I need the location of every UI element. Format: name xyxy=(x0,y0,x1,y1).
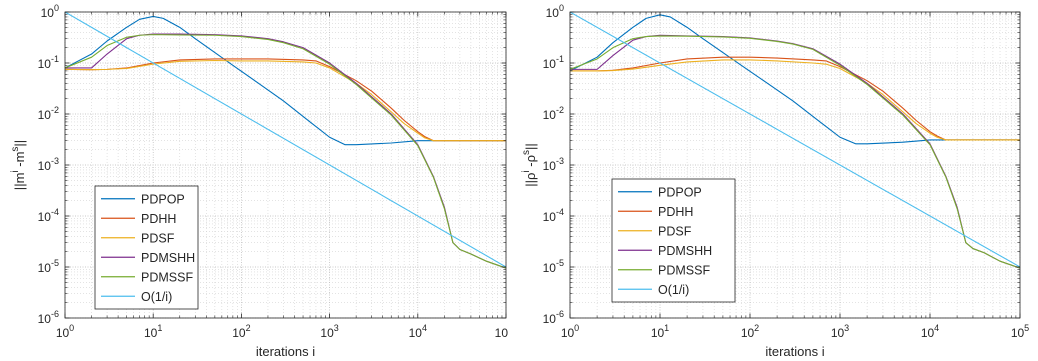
grid xyxy=(569,11,1021,319)
tick-label: 10-1 xyxy=(38,54,59,71)
tick-label: 10-5 xyxy=(543,258,564,275)
legend-label: PDPOP xyxy=(658,185,702,199)
grid xyxy=(64,11,507,319)
series-group xyxy=(570,12,1020,269)
tick-label: 10-6 xyxy=(543,309,564,326)
legend-label: PDMSSF xyxy=(658,263,710,277)
tick-label: 10-4 xyxy=(38,207,59,224)
tick-label: 10-2 xyxy=(543,105,564,122)
legend-label: PDSF xyxy=(658,224,692,238)
series-line-pdsf xyxy=(570,59,1020,141)
legend-label: O(1/i) xyxy=(141,290,172,304)
series-line-pdhh xyxy=(570,56,1020,141)
chart-right: 100 101 102 103 104 105 10-6 10-5 10-4 10-3 10-2 10… xyxy=(521,3,1029,359)
tick-label: 100 xyxy=(561,323,579,340)
series-group xyxy=(65,12,506,269)
chart-left: 100 101 102 103 104 10 10-6 10-5 10-4 10-3 10-2 10-… xyxy=(10,3,508,359)
series-line-pdmssf xyxy=(65,34,506,269)
tick-label: 104 xyxy=(921,323,939,340)
legend-label: O(1/i) xyxy=(658,283,689,297)
legend-box xyxy=(611,178,736,303)
series-line-pdsf xyxy=(65,59,506,142)
legend-label: PDHH xyxy=(658,205,693,219)
series-line-o-1-i xyxy=(570,12,1020,268)
tick-label: 10 xyxy=(495,326,509,340)
tick-label: 10-4 xyxy=(543,207,564,224)
tick-label: 101 xyxy=(651,323,669,340)
tick-label: 101 xyxy=(144,323,162,340)
legend: PDPOP PDHH PDSF PDMSHH PDMSSF O(1/i) xyxy=(94,185,199,310)
tick-label: 100 xyxy=(546,3,564,20)
y-axis-label: ||mi -ms|| xyxy=(10,140,27,190)
legend-label: PDPOP xyxy=(141,192,185,206)
legend: PDPOP PDHH PDSF PDMSHH PDMSSF O(1/i) xyxy=(611,178,736,303)
x-axis-label: iterations i xyxy=(256,344,315,359)
series-line-pdpop xyxy=(570,14,1020,145)
legend-label: PDMSHH xyxy=(141,251,195,265)
tick-label: 10-2 xyxy=(38,105,59,122)
tick-label: 102 xyxy=(232,323,250,340)
y-axis-label: ||ρi -ρs|| xyxy=(521,143,538,187)
series-line-o-1-i xyxy=(65,12,506,268)
legend-label: PDMSSF xyxy=(141,270,193,284)
legend-label: PDSF xyxy=(141,231,175,245)
tick-label: 10-6 xyxy=(38,309,59,326)
tick-label: 103 xyxy=(831,323,849,340)
tick-label: 100 xyxy=(41,3,59,20)
legend-box xyxy=(94,185,199,310)
tick-label: 10-3 xyxy=(38,156,59,173)
tick-label: 105 xyxy=(1011,323,1029,340)
tick-label: 102 xyxy=(741,323,759,340)
x-axis-label: iterations i xyxy=(765,344,824,359)
tick-label: 104 xyxy=(409,323,427,340)
tick-label: 100 xyxy=(56,323,74,340)
tick-label: 10-5 xyxy=(38,258,59,275)
tick-label: 10-3 xyxy=(543,156,564,173)
legend-label: PDMSHH xyxy=(658,244,712,258)
tick-label: 103 xyxy=(320,323,338,340)
series-line-pdhh xyxy=(65,58,506,142)
series-line-pdmssf xyxy=(570,35,1020,269)
legend-label: PDHH xyxy=(141,212,176,226)
tick-label: 10-1 xyxy=(543,54,564,71)
